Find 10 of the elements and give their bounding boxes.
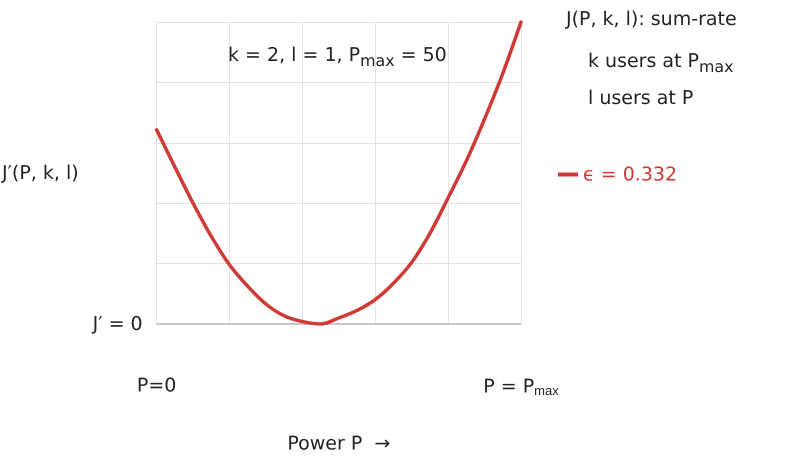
legend-label: ϵ = 0.332 [583,164,678,186]
y-axis-title: J′(P, k, l) [1,162,79,184]
text: J(P, k, l): sum-rate [566,8,737,30]
annotation: k = 2, l = 1, P$_{max}$ = 50 [228,44,447,70]
ref-line-label: J′ = 0 [92,313,143,335]
x-axis-title: Power P → [287,432,390,454]
text: k users at P$_{max}$ [588,50,734,76]
x-tick-label: P=0 [136,374,176,396]
x-tick-label: P = Pmax [483,376,560,398]
text: l users at P [588,87,694,109]
